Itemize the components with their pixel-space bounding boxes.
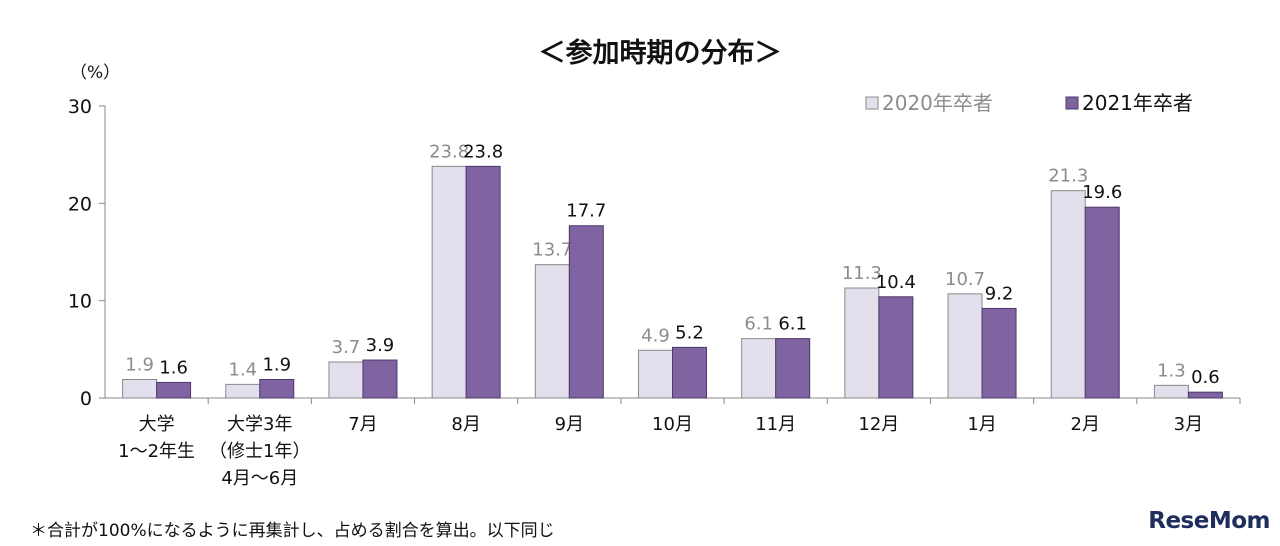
x-category-label: 7月 (348, 414, 377, 435)
bar-2021 (878, 296, 914, 399)
bar-2021 (1187, 391, 1223, 399)
bar-2021 (156, 381, 192, 399)
bar-2020 (122, 379, 158, 399)
bar-2021 (672, 346, 707, 399)
bar-2021 (465, 165, 501, 399)
bar-2020 (947, 293, 983, 399)
data-label-2021: 23.8 (463, 141, 503, 162)
bar-2020 (328, 361, 364, 399)
bar-2020 (1153, 384, 1189, 399)
data-label-2020: 1.9 (125, 355, 154, 376)
x-category-label: 1月 (967, 414, 996, 435)
data-label-2020: 21.3 (1048, 166, 1088, 187)
data-label-2021: 1.9 (262, 355, 291, 376)
y-tick-label: 20 (68, 193, 92, 215)
data-label-2021: 19.6 (1082, 182, 1122, 203)
data-label-2020: 1.4 (228, 359, 257, 380)
x-category-label: 大学 (139, 414, 175, 435)
bar-2021 (568, 225, 604, 399)
x-category-label: 大学3年 (227, 414, 292, 435)
bar-2021 (362, 359, 398, 399)
data-label-2021: 6.1 (778, 314, 807, 335)
y-tick-label: 30 (68, 96, 92, 118)
data-label-2020: 11.3 (842, 263, 882, 284)
data-label-2020: 13.7 (532, 240, 572, 261)
data-label-2020: 3.7 (332, 337, 361, 358)
data-label-2021: 9.2 (985, 283, 1014, 304)
x-category-label: 3月 (1174, 414, 1203, 435)
data-label-2020: 6.1 (744, 314, 773, 335)
bar-2020 (844, 287, 880, 399)
y-tick-label: 10 (68, 291, 92, 313)
x-category-label: 10月 (652, 414, 693, 435)
data-label-2020: 4.9 (641, 325, 670, 346)
data-label-2021: 3.9 (366, 335, 395, 356)
y-tick-label: 0 (80, 388, 92, 410)
x-category-label: 8月 (451, 414, 480, 435)
x-category-label: 4月～6月 (221, 468, 298, 489)
data-label-2020: 1.3 (1157, 360, 1186, 381)
y-axis-unit-label: （%） (70, 63, 120, 83)
data-label-2021: 5.2 (675, 322, 704, 343)
bar-2020 (431, 165, 467, 399)
x-category-label: （修士1年） (209, 441, 310, 462)
bar-2020 (534, 264, 570, 399)
x-category-label: 9月 (555, 414, 584, 435)
data-label-2021: 10.4 (876, 272, 916, 293)
bar-2020 (638, 349, 673, 399)
legend-swatch-2021 (1065, 96, 1079, 110)
bar-2020 (225, 383, 261, 399)
chart-title: ＜参加時期の分布＞ (539, 37, 782, 69)
legend-label-2021: 2021年卒者 (1082, 91, 1193, 115)
legend-swatch-2020 (865, 96, 879, 110)
x-category-label: 12月 (858, 414, 899, 435)
data-label-2021: 1.6 (159, 357, 188, 378)
bar-2021 (981, 307, 1017, 399)
footnote: ＊合計が100%になるように再集計し、占める割合を算出。以下同じ (30, 521, 555, 541)
bar-2020 (1050, 190, 1086, 399)
bar-2021 (259, 379, 295, 399)
data-label-2021: 0.6 (1191, 367, 1220, 388)
resemom-logo: ReseMom (1148, 508, 1270, 534)
legend-label-2020: 2020年卒者 (882, 91, 993, 115)
data-label-2021: 17.7 (566, 201, 606, 222)
data-label-2020: 10.7 (945, 269, 985, 290)
bar-2021 (775, 338, 811, 399)
bar-2021 (1084, 206, 1120, 399)
data-label-2020: 23.8 (429, 141, 469, 162)
x-category-label: 1～2年生 (118, 441, 195, 462)
x-category-label: 2月 (1071, 414, 1100, 435)
bar-2020 (741, 338, 777, 399)
x-category-label: 11月 (755, 414, 796, 435)
